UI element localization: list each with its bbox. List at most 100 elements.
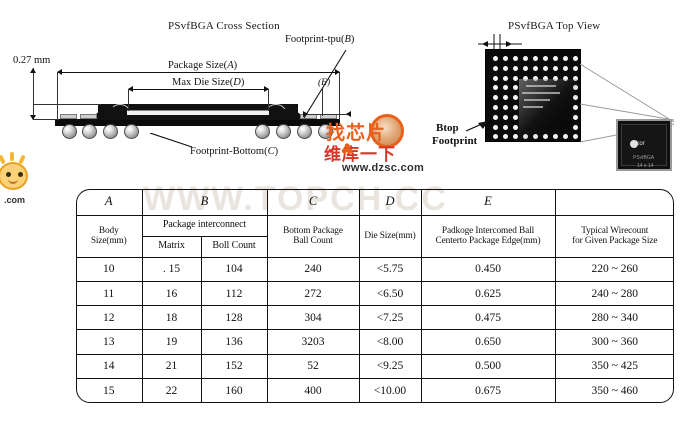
bga-ball [493,124,498,130]
bga-ball [553,56,558,61]
bga-ball [563,75,568,81]
cell-matrix: 18 [141,305,202,331]
cell-ball-center-edge: 0.450 [420,256,556,282]
top-view-figure: PSvfBGA Top View Btop Footprint [420,0,700,182]
table-row: 12 18 128 304 <7.25 0.475 280 ~ 340 [76,305,674,331]
specification-table: A B C D E Body Size(mm) Package intercon… [76,189,674,403]
bga-ball [523,56,528,61]
cell-body-size: 11 [76,280,143,307]
cell-ball-count: 104 [200,256,268,282]
footprint-bottom-label: Footprint-Bottom(C) [190,146,278,157]
specification-table-container: A B C D E Body Size(mm) Package intercon… [76,189,674,403]
solder-ball [103,124,118,139]
bga-ball [533,75,538,81]
table-row: 15 22 160 400 <10.00 0.675 350 ~ 460 [76,378,674,403]
table-row: 11 16 112 272 <6.50 0.625 240 ~ 280 [76,280,674,307]
package-size-label-text: Package Size( [168,60,228,71]
bga-ball [553,75,558,81]
header-package-interconnect: Package interconnect [141,214,268,237]
cell-matrix: 21 [141,353,202,380]
cell-die-size: <5.75 [358,256,422,282]
bga-ball [503,124,508,130]
substrate-pad [60,114,77,119]
cell-die-size: <6.50 [358,280,422,307]
max-die-size-var: D [233,77,241,88]
footprint-tpu-label: Footprint-tpu(B) [285,34,354,45]
solder-ball [318,124,333,139]
cell-body-size: 15 [76,378,143,403]
cross-section-title: PSvfBGA Cross Section [168,20,280,32]
header-body-size-line1: Body [98,226,119,236]
bga-ball [543,65,548,71]
watermark-magnifier-icon [370,114,404,148]
bga-ball [513,56,518,61]
package-size-var: A [227,60,234,71]
header-bottom-package-line2: Ball Count [293,236,333,247]
top-view-title: PSvfBGA Top View [508,20,601,32]
bga-ball [553,65,558,71]
header-ball-center-to-edge: Padkoge Intercomed Ball Centerto Package… [420,214,556,258]
thickness-arrow-down [30,115,36,120]
cell-ball-count: 128 [200,305,268,331]
bga-ball [513,114,518,120]
cell-die-size: <10.00 [358,378,422,403]
max-die-size-close: ) [240,77,245,88]
bga-ball [503,95,508,101]
bga-ball [543,56,548,61]
bga-ball [563,56,568,61]
bga-package-top-view [485,49,581,142]
solder-ball [124,124,139,139]
max-die-arrow-right [264,86,269,92]
table-header-row-main: Body Size(mm) Package interconnect Botto… [76,214,674,258]
substrate-pad [80,114,97,119]
cell-ball-center-edge: 0.475 [420,305,556,331]
letter-cell-a: A [76,189,143,216]
chip-part-line1: PSvfBGA [633,155,655,161]
max-die-tick-right [268,89,269,111]
thickness-dim-line [33,68,34,120]
solder-ball [255,124,270,139]
bga-ball [503,114,508,120]
header-wirecount-line2: for Given Package Size [572,236,658,247]
bga-ball [493,114,498,120]
bga-ball [513,65,518,71]
btop-footprint-label-line2: Footprint [432,135,478,147]
footprint-tpu-leader-line [303,49,347,119]
footprint-bottom-label-text: Footprint-Bottom( [190,146,268,157]
table-header-row-sub: Matrix Boll Count [76,235,674,258]
max-die-size-label: Max Die Size(D) [172,77,244,88]
header-matrix: Matrix [142,235,202,258]
cell-ball-center-edge: 0.650 [420,329,556,355]
cell-bottom-ball-count: 304 [266,305,360,331]
marking-line [524,99,550,101]
mascot-com-text: .com [4,195,26,205]
header-typical-wirecount: Typical Wirecount for Given Package Size [554,214,674,258]
solder-ball [276,124,291,139]
bga-ball [503,56,508,61]
cell-bottom-ball-count: 3203 [266,329,360,355]
bga-ball [533,65,538,71]
bga-ball [493,105,498,110]
edge-dim-horizontal [303,114,351,115]
bga-ball [573,56,578,61]
bga-ball [493,95,498,101]
footprint-tpu-label-text: Footprint-tpu( [285,34,345,45]
solder-ball [82,124,97,139]
cell-wirecount: 220 ~ 260 [554,256,674,282]
cell-wirecount: 280 ~ 340 [554,305,674,331]
chip-part-line2: 14 x 14 [637,163,654,169]
bga-ball [513,75,518,81]
max-die-arrow-left [128,86,133,92]
header-body-size-line2: Size(mm) [90,236,127,247]
bga-ball [503,105,508,110]
cell-matrix: 19 [141,329,202,355]
chip-photo-inset: mkor PSvfBGA 14 x 14 [616,119,672,171]
bga-ball [513,85,518,91]
silicon-die [127,110,269,115]
bga-ball [573,75,578,81]
thickness-extension-bottom [33,119,59,120]
letter-cell-e: E [420,189,556,216]
cell-body-size: 10 [76,256,143,282]
table-row: 13 19 136 3203 <8.00 0.650 300 ~ 360 [76,329,674,355]
bga-ball [513,105,518,110]
